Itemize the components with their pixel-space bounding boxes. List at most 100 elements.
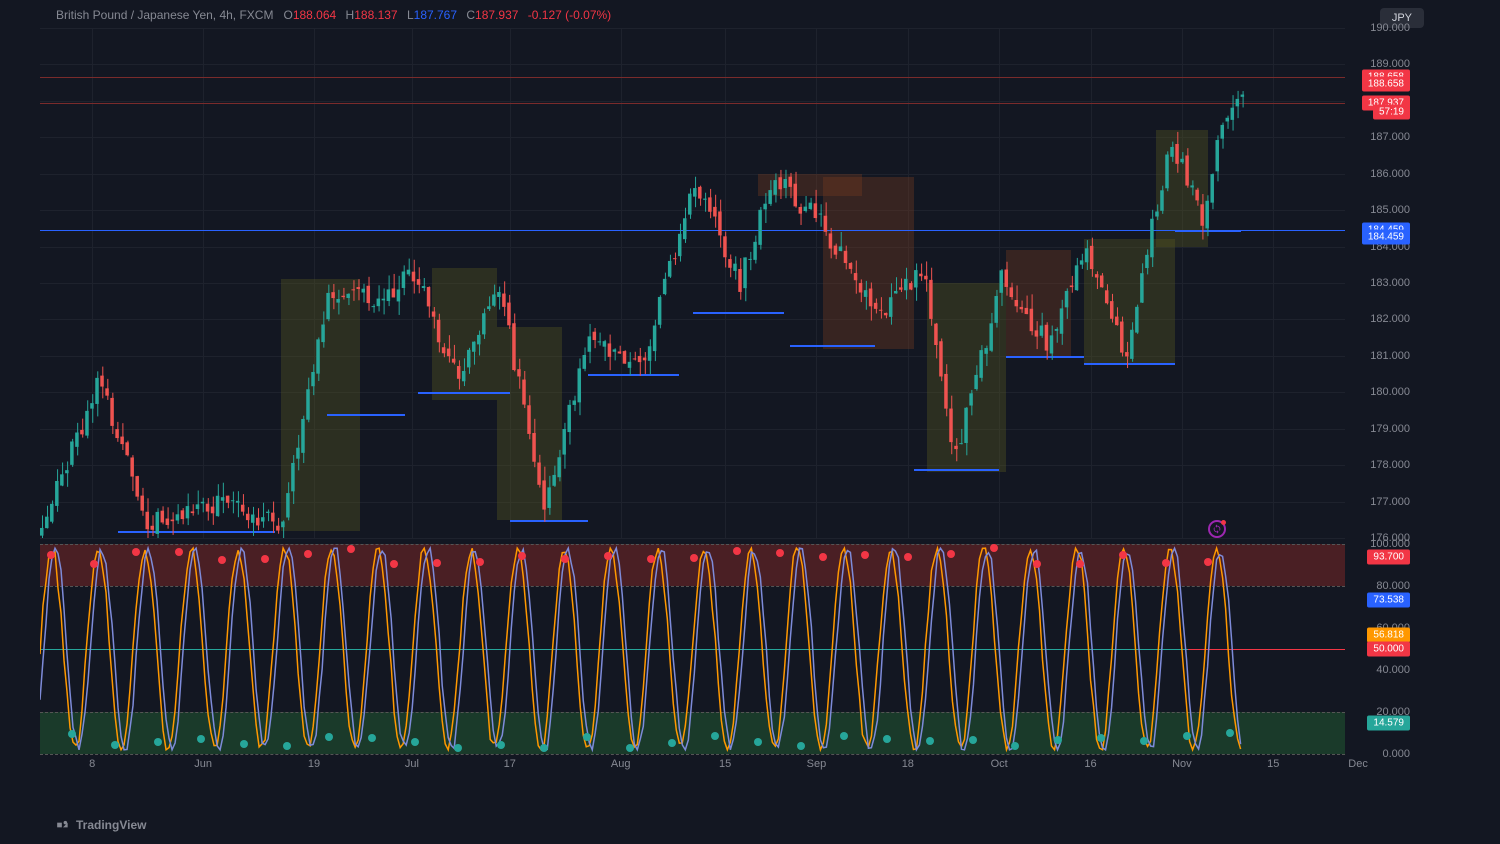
oscillator-peak-dot	[433, 559, 441, 567]
oscillator-trough-dot	[668, 739, 676, 747]
oscillator-trough-dot	[754, 738, 762, 746]
oscillator-peak-dot	[1162, 559, 1170, 567]
oscillator-trough-dot	[711, 732, 719, 740]
oscillator-y-tick: 100.000	[1370, 538, 1410, 550]
oscillator-peak-dot	[218, 556, 226, 564]
time-x-axis[interactable]: 8Jun19Jul17Aug15Sep18Oct16Nov15Dec	[40, 758, 1345, 778]
oscillator-trough-dot	[111, 741, 119, 749]
low-value: 187.767	[414, 8, 457, 22]
oscillator-y-axis[interactable]: 0.00020.00040.00060.00080.000100.00093.7…	[1350, 544, 1410, 754]
close-value: 187.937	[475, 8, 518, 22]
oscillator-trough-dot	[454, 744, 462, 752]
oscillator-trough-dot	[197, 735, 205, 743]
oscillator-peak-dot	[304, 550, 312, 558]
oscillator-tag: 56.818	[1367, 627, 1410, 642]
oscillator-peak-dot	[947, 550, 955, 558]
oscillator-peak-dot	[476, 558, 484, 566]
oscillator-trough-dot	[325, 733, 333, 741]
oscillator-trough-dot	[583, 733, 591, 741]
high-value: 188.137	[354, 8, 397, 22]
y-tick-label: 187.000	[1370, 131, 1410, 143]
oscillator-trough-dot	[368, 734, 376, 742]
oscillator-peak-dot	[518, 552, 526, 560]
open-label: O	[283, 8, 292, 22]
oscillator-tag: 14.579	[1367, 716, 1410, 731]
x-tick-label: Jun	[194, 758, 212, 770]
x-tick-label: Oct	[991, 758, 1008, 770]
oscillator-trough-dot	[969, 736, 977, 744]
x-tick-label: Sep	[807, 758, 827, 770]
oscillator-peak-dot	[47, 551, 55, 559]
oscillator-y-tick: 0.000	[1382, 748, 1410, 760]
oscillator-peak-dot	[904, 553, 912, 561]
oscillator-trough-dot	[1011, 742, 1019, 750]
oscillator-tag: 73.538	[1367, 592, 1410, 607]
oscillator-peak-dot	[261, 555, 269, 563]
oscillator-peak-dot	[1033, 560, 1041, 568]
oscillator-trough-dot	[1054, 736, 1062, 744]
oscillator-trough-dot	[1226, 729, 1234, 737]
tradingview-icon	[56, 818, 70, 832]
low-label: L	[407, 8, 414, 22]
oscillator-trough-dot	[68, 730, 76, 738]
x-tick-label: 15	[719, 758, 731, 770]
oscillator-trough-dot	[154, 738, 162, 746]
oscillator-trough-dot	[1183, 732, 1191, 740]
price-tag: 184.459	[1362, 230, 1410, 245]
oscillator-peak-dot	[1204, 558, 1212, 566]
refresh-icon[interactable]	[1208, 520, 1226, 538]
x-tick-label: 19	[308, 758, 320, 770]
oscillator-peak-dot	[390, 560, 398, 568]
x-tick-label: 15	[1267, 758, 1279, 770]
oscillator-y-tick: 80.000	[1376, 580, 1410, 592]
y-tick-label: 181.000	[1370, 350, 1410, 362]
oscillator-panel[interactable]	[40, 544, 1345, 754]
oscillator-trough-dot	[797, 742, 805, 750]
oscillator-tag: 93.700	[1367, 550, 1410, 565]
oscillator-trough-dot	[497, 741, 505, 749]
y-tick-label: 182.000	[1370, 313, 1410, 325]
y-tick-label: 190.000	[1370, 22, 1410, 34]
oscillator-gridline	[40, 754, 1345, 755]
oscillator-peak-dot	[690, 554, 698, 562]
x-tick-label: Jul	[405, 758, 419, 770]
price-chart[interactable]	[40, 28, 1345, 538]
y-tick-label: 179.000	[1370, 423, 1410, 435]
oscillator-trough-dot	[926, 737, 934, 745]
open-value: 188.064	[293, 8, 336, 22]
y-tick-label: 180.000	[1370, 386, 1410, 398]
x-tick-label: Nov	[1172, 758, 1192, 770]
footer-text: TradingView	[76, 818, 146, 832]
oscillator-peak-dot	[175, 548, 183, 556]
oscillator-peak-dot	[819, 553, 827, 561]
price-tag: 188.658	[1362, 77, 1410, 92]
y-tick-label: 178.000	[1370, 459, 1410, 471]
oscillator-peak-dot	[776, 549, 784, 557]
oscillator-series	[40, 544, 1345, 754]
x-tick-label: 16	[1084, 758, 1096, 770]
price-tag: 57:19	[1373, 104, 1410, 119]
oscillator-peak-dot	[1076, 560, 1084, 568]
symbol-title: British Pound / Japanese Yen, 4h, FXCM	[56, 8, 273, 22]
candlestick-series	[40, 28, 1345, 538]
y-tick-label: 183.000	[1370, 277, 1410, 289]
oscillator-peak-dot	[90, 560, 98, 568]
oscillator-trough-dot	[626, 744, 634, 752]
oscillator-trough-dot	[283, 742, 291, 750]
price-y-axis[interactable]: 190.000189.000188.000187.000186.000185.0…	[1350, 28, 1410, 538]
oscillator-trough-dot	[1140, 737, 1148, 745]
oscillator-trough-dot	[240, 740, 248, 748]
x-tick-label: Aug	[611, 758, 631, 770]
oscillator-peak-dot	[990, 544, 998, 552]
oscillator-trough-dot	[883, 735, 891, 743]
x-tick-label: 18	[902, 758, 914, 770]
y-tick-label: 185.000	[1370, 204, 1410, 216]
oscillator-tag: 50.000	[1367, 642, 1410, 657]
oscillator-y-tick: 40.000	[1376, 664, 1410, 676]
oscillator-peak-dot	[861, 551, 869, 559]
x-tick-label: 8	[89, 758, 95, 770]
y-tick-label: 177.000	[1370, 496, 1410, 508]
oscillator-peak-dot	[647, 555, 655, 563]
y-tick-label: 186.000	[1370, 168, 1410, 180]
oscillator-peak-dot	[733, 547, 741, 555]
